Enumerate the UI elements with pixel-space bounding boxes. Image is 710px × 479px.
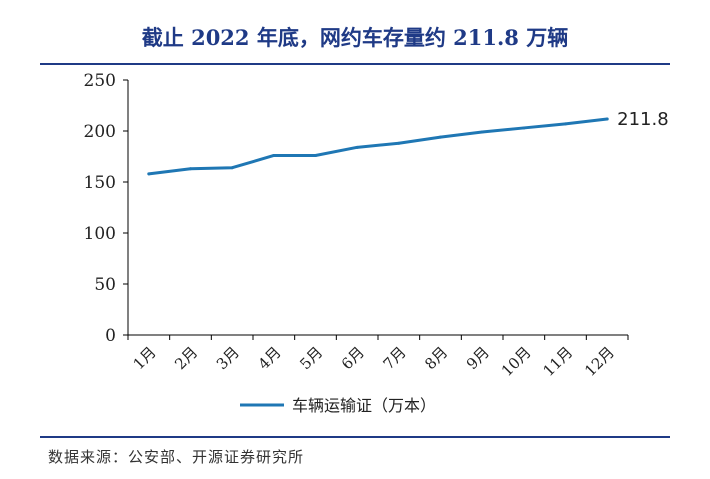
series-line	[147, 117, 609, 176]
data-point	[189, 167, 192, 171]
legend: 车辆运输证（万本）	[240, 396, 436, 415]
data-point	[355, 145, 359, 149]
series-layer	[147, 117, 609, 176]
footer-rule	[40, 436, 670, 438]
data-point	[522, 126, 526, 130]
data-point	[564, 122, 567, 126]
y-axis-ticks: 0 50 100 150 200 250	[84, 71, 128, 346]
data-point	[147, 172, 151, 176]
x-axis-ticks: 1月 2月 3月 4月 5月 6月 7月 8月 9月 10月 11月 12月	[127, 335, 629, 380]
data-label: 211.8	[617, 109, 669, 130]
y-tick-label: 50	[94, 275, 116, 295]
x-tick-label: 3月	[213, 343, 243, 373]
title-rule	[40, 63, 670, 65]
data-point	[272, 153, 276, 157]
data-point	[314, 153, 317, 157]
x-tick-label: 12月	[581, 343, 618, 380]
x-tick-label: 9月	[463, 343, 493, 373]
chart-axes	[127, 80, 628, 336]
x-tick-label: 7月	[380, 343, 410, 373]
data-point	[605, 117, 609, 121]
y-tick-label: 0	[105, 326, 116, 346]
x-tick-label: 5月	[296, 343, 326, 373]
x-tick-label: 11月	[539, 343, 576, 380]
data-labels: 211.8	[617, 109, 669, 130]
data-point	[480, 130, 484, 134]
x-tick-label: 2月	[171, 343, 201, 373]
x-tick-label: 6月	[338, 343, 368, 373]
x-tick-label: 1月	[130, 343, 160, 373]
y-tick-label: 100	[84, 224, 116, 244]
chart-title: 截止 2022 年底，网约车存量约 211.8 万辆	[141, 25, 569, 50]
data-point	[230, 166, 234, 170]
x-tick-label: 4月	[255, 343, 285, 373]
y-tick-label: 250	[84, 71, 116, 91]
x-tick-label: 10月	[498, 343, 535, 380]
source-note: 数据来源：公安部、开源证券研究所	[48, 448, 305, 466]
data-point	[397, 141, 401, 145]
y-tick-label: 200	[84, 122, 116, 142]
x-tick-label: 8月	[421, 343, 451, 373]
data-point	[439, 135, 442, 139]
y-tick-label: 150	[84, 173, 116, 193]
legend-label: 车辆运输证（万本）	[292, 396, 436, 415]
